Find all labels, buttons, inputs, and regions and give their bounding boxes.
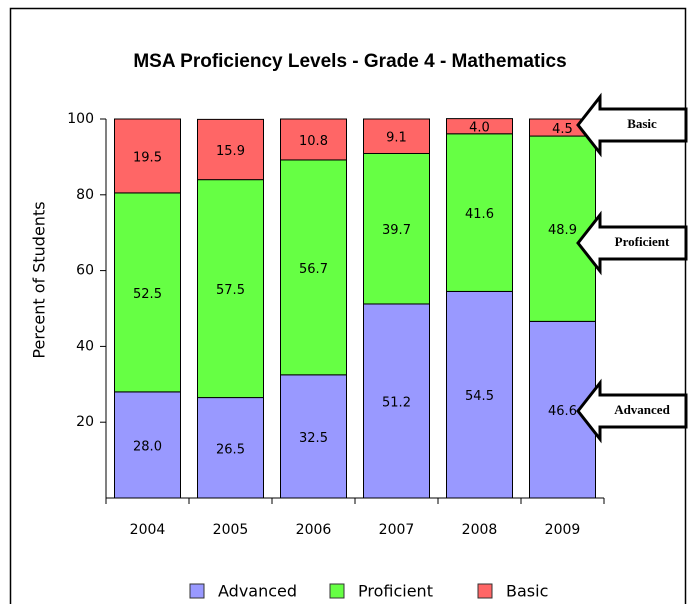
bar-segment (197, 118, 264, 181)
y-tick-label: 20 (76, 414, 94, 430)
y-tick-label: 60 (76, 263, 94, 279)
legend-swatch (477, 583, 493, 599)
y-axis-label: Percent of Students (30, 201, 49, 358)
data-label: 9.1 (386, 131, 407, 146)
data-label: 26.5 (216, 442, 245, 457)
data-label: 54.5 (465, 389, 494, 404)
x-tick-label: 2007 (379, 522, 415, 538)
data-label: 15.9 (216, 144, 245, 159)
x-tick-label: 2009 (545, 522, 581, 538)
bar-segment (114, 391, 181, 499)
data-label: 41.6 (465, 207, 494, 222)
y-tick-label: 80 (76, 187, 94, 203)
bar-segment (363, 152, 430, 305)
bar-segment (446, 118, 513, 135)
data-label: 19.5 (133, 150, 162, 165)
data-label: 56.7 (299, 262, 328, 277)
bar-segment (446, 133, 513, 292)
data-label: 4.0 (469, 121, 490, 136)
legend-swatch (189, 583, 205, 599)
legend-swatch (329, 583, 345, 599)
bar-segment (280, 159, 347, 376)
data-label: 32.5 (299, 431, 328, 446)
data-label: 4.5 (552, 122, 573, 137)
data-label: 57.5 (216, 283, 245, 298)
data-label: 46.6 (548, 404, 577, 419)
bar-segment (446, 290, 513, 499)
callout-arrow (576, 378, 688, 444)
callout-arrow (576, 210, 688, 276)
chart-title: MSA Proficiency Levels - Grade 4 - Mathe… (133, 51, 566, 72)
data-label: 52.5 (133, 287, 162, 302)
legend-label: Proficient (358, 582, 433, 601)
data-label: 28.0 (133, 439, 162, 454)
bar-segment (197, 179, 264, 399)
legend-label: Basic (506, 582, 548, 601)
callout-label: Basic (627, 116, 657, 131)
callout-label: Proficient (615, 234, 670, 249)
bar-segment (280, 118, 347, 161)
y-tick-label: 100 (67, 111, 94, 127)
x-tick-label: 2006 (296, 522, 332, 538)
bar-segment (114, 118, 181, 194)
callout-arrow (576, 92, 688, 158)
data-label: 10.8 (299, 134, 328, 149)
bar-segment (197, 397, 264, 499)
legend-label: Advanced (218, 582, 297, 601)
x-tick-label: 2008 (462, 522, 498, 538)
y-tick-label: 40 (76, 338, 94, 354)
data-label: 48.9 (548, 223, 577, 238)
bar-segment (363, 303, 430, 499)
data-label: 51.2 (382, 395, 411, 410)
bar-segment (529, 135, 596, 322)
x-tick-label: 2004 (130, 522, 166, 538)
x-tick-label: 2005 (213, 522, 249, 538)
frame (9, 7, 687, 604)
data-label: 39.7 (382, 223, 411, 238)
bar-segment (363, 118, 430, 154)
callout-label: Advanced (614, 402, 670, 417)
bar-segment (114, 192, 181, 393)
